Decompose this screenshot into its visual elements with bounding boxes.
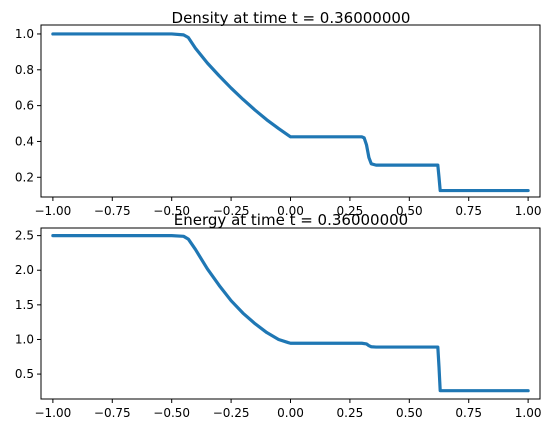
- energy-y-tick-label: 2.0: [15, 263, 34, 277]
- density-y-axis: 0.2 0.4 0.6 0.8 1.0: [15, 27, 41, 184]
- energy-y-tick-label: 1.0: [15, 332, 34, 346]
- density-y-tick-label: 0.6: [15, 99, 34, 113]
- energy-x-tick-label: 0.75: [455, 406, 482, 420]
- energy-y-tick-label: 2.5: [15, 229, 34, 243]
- energy-chart-title: Energy at time t = 0.36000000: [174, 211, 408, 229]
- energy-chart: −1.00 −0.75 −0.50 −0.25 0.00 0.25 0.50 0.75 1.00…: [15, 211, 542, 420]
- density-y-tick-label: 0.4: [15, 134, 34, 148]
- density-plot-frame: [40, 24, 541, 198]
- energy-x-tick-label: 1.00: [515, 406, 542, 420]
- energy-x-tick-label: 0.50: [396, 406, 423, 420]
- energy-series-line: [51, 234, 530, 393]
- density-x-tick-label: −1.00: [34, 204, 71, 218]
- energy-x-tick-label: −0.25: [213, 406, 250, 420]
- energy-plot-frame: [40, 227, 541, 400]
- density-x-tick-label: −0.75: [94, 204, 131, 218]
- energy-x-tick-label: 0.25: [337, 406, 364, 420]
- density-x-tick-label: −0.25: [213, 204, 250, 218]
- energy-x-tick-label: −0.75: [94, 406, 131, 420]
- density-y-tick-label: 1.0: [15, 27, 34, 41]
- density-x-tick-label: 0.00: [277, 204, 304, 218]
- density-x-axis: −1.00 −0.75 −0.50 −0.25 0.00 0.25 0.50 0.75 1.00: [34, 197, 541, 218]
- density-x-tick-label: 0.75: [455, 204, 482, 218]
- density-y-tick-label: 0.8: [15, 63, 34, 77]
- density-y-tick-label: 0.2: [15, 170, 34, 184]
- energy-x-tick-label: −0.50: [153, 406, 190, 420]
- density-chart-title: Density at time t = 0.36000000: [172, 9, 411, 27]
- density-x-tick-label: 0.25: [337, 204, 364, 218]
- energy-x-axis: −1.00 −0.75 −0.50 −0.25 0.00 0.25 0.50 0.75 1.00: [34, 399, 541, 420]
- density-x-tick-label: −0.50: [153, 204, 190, 218]
- energy-y-tick-label: 0.5: [15, 367, 34, 381]
- density-x-tick-label: 1.00: [515, 204, 542, 218]
- energy-y-axis: 0.5 1.0 1.5 2.0 2.5: [15, 229, 41, 381]
- energy-x-tick-label: 0.00: [277, 406, 304, 420]
- density-x-tick-label: 0.50: [396, 204, 423, 218]
- density-series-line: [51, 32, 530, 193]
- density-chart: Density at time t = 0.36000000 −1.00 −0.7…: [15, 9, 542, 218]
- energy-y-tick-label: 1.5: [15, 298, 34, 312]
- energy-x-tick-label: −1.00: [34, 406, 71, 420]
